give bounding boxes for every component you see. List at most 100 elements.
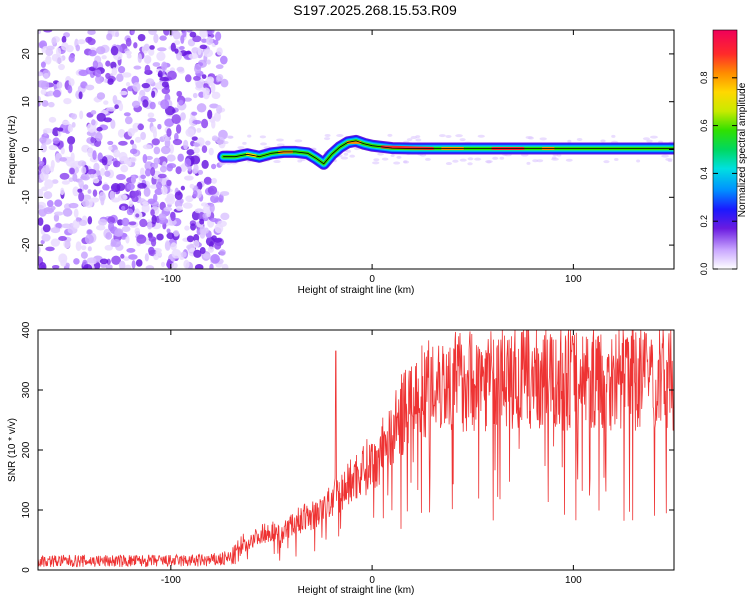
noise-blob [172, 138, 183, 146]
noise-blob [104, 244, 114, 251]
colorbar-tick-label: 0.6 [699, 119, 709, 132]
noise-blob [161, 186, 168, 195]
noise-blob [215, 31, 222, 41]
noise-blob [197, 46, 202, 56]
chart-title: S197.2025.268.15.53.R09 [293, 2, 457, 18]
noise-blob [85, 84, 95, 91]
noise-blob [214, 223, 224, 234]
noise-blob [154, 188, 164, 196]
noise-blob [191, 111, 198, 116]
noise-blob [180, 185, 185, 191]
noise-blob [661, 154, 669, 158]
noise-blob [349, 154, 356, 158]
noise-blob [209, 263, 214, 269]
noise-blob [41, 100, 49, 107]
noise-blob [193, 249, 202, 258]
noise-blob [131, 260, 136, 269]
noise-blob [207, 246, 214, 253]
noise-blob [193, 163, 199, 174]
noise-blob [259, 135, 267, 139]
noise-blob [203, 176, 212, 185]
noise-blob [189, 183, 195, 189]
noise-blob [38, 30, 42, 35]
noise-blob [151, 138, 160, 146]
noise-blob [340, 156, 349, 160]
noise-blob [72, 173, 78, 182]
noise-blob [116, 183, 126, 192]
noise-blob [65, 262, 70, 268]
noise-blob [199, 226, 206, 236]
noise-blob [87, 168, 97, 175]
noise-blob [237, 146, 245, 150]
noise-blob [150, 209, 155, 216]
noise-blob [139, 167, 145, 177]
noise-blob [183, 259, 190, 269]
noise-blob [180, 112, 186, 121]
noise-blob [122, 72, 132, 78]
noise-blob [43, 191, 53, 200]
noise-blob [77, 160, 87, 167]
noise-blob [201, 74, 207, 79]
noise-blob [87, 246, 92, 252]
noise-blob [180, 35, 185, 44]
noise-blob [211, 177, 217, 184]
noise-blob [140, 174, 147, 180]
noise-blob [160, 261, 166, 268]
noise-blob [136, 234, 147, 244]
snr-plot-area [38, 330, 674, 570]
colorbar-tick-label: 0.8 [699, 72, 709, 85]
noise-blob [44, 179, 54, 189]
noise-blob [110, 45, 119, 56]
noise-blob [172, 30, 181, 40]
noise-blob [100, 168, 106, 176]
noise-blob [185, 195, 194, 203]
noise-blob [52, 137, 60, 145]
noise-blob [143, 43, 150, 51]
noise-blob [377, 152, 384, 156]
noise-blob [171, 249, 182, 259]
noise-blob [82, 263, 93, 269]
noise-blob [206, 210, 211, 218]
noise-blob [144, 253, 149, 262]
noise-blob [90, 173, 95, 178]
noise-blob [176, 90, 183, 97]
noise-blob [193, 239, 200, 248]
spectrogram-ytick-label: -10 [21, 190, 32, 205]
noise-blob [108, 145, 113, 151]
noise-blob [161, 61, 168, 72]
noise-blob [141, 203, 150, 214]
noise-blob [111, 67, 118, 76]
noise-blob [175, 166, 182, 175]
noise-blob [600, 139, 606, 143]
noise-blob [211, 135, 218, 141]
noise-blob [126, 208, 134, 216]
noise-blob [169, 144, 174, 154]
noise-blob [152, 62, 161, 67]
noise-blob [38, 188, 44, 197]
noise-blob [93, 162, 100, 172]
noise-blob [78, 219, 88, 227]
noise-blob [567, 139, 572, 143]
noise-blob [151, 214, 157, 225]
spectrogram-noise [38, 30, 674, 269]
noise-blob [106, 33, 113, 41]
noise-blob [205, 30, 215, 35]
noise-blob [39, 136, 47, 144]
noise-blob [132, 122, 141, 132]
noise-blob [133, 65, 142, 70]
noise-blob [38, 160, 45, 167]
noise-blob [131, 190, 140, 197]
noise-blob [56, 81, 63, 89]
noise-blob [42, 224, 51, 233]
noise-blob [102, 184, 110, 191]
noise-blob [381, 157, 389, 161]
noise-blob [68, 54, 75, 63]
noise-blob [208, 147, 214, 156]
spectrogram-xtick-label: -100 [161, 274, 181, 285]
noise-blob [114, 228, 124, 237]
noise-blob [59, 172, 70, 180]
noise-blob [120, 253, 125, 259]
snr-xtick-label: -100 [161, 575, 181, 586]
